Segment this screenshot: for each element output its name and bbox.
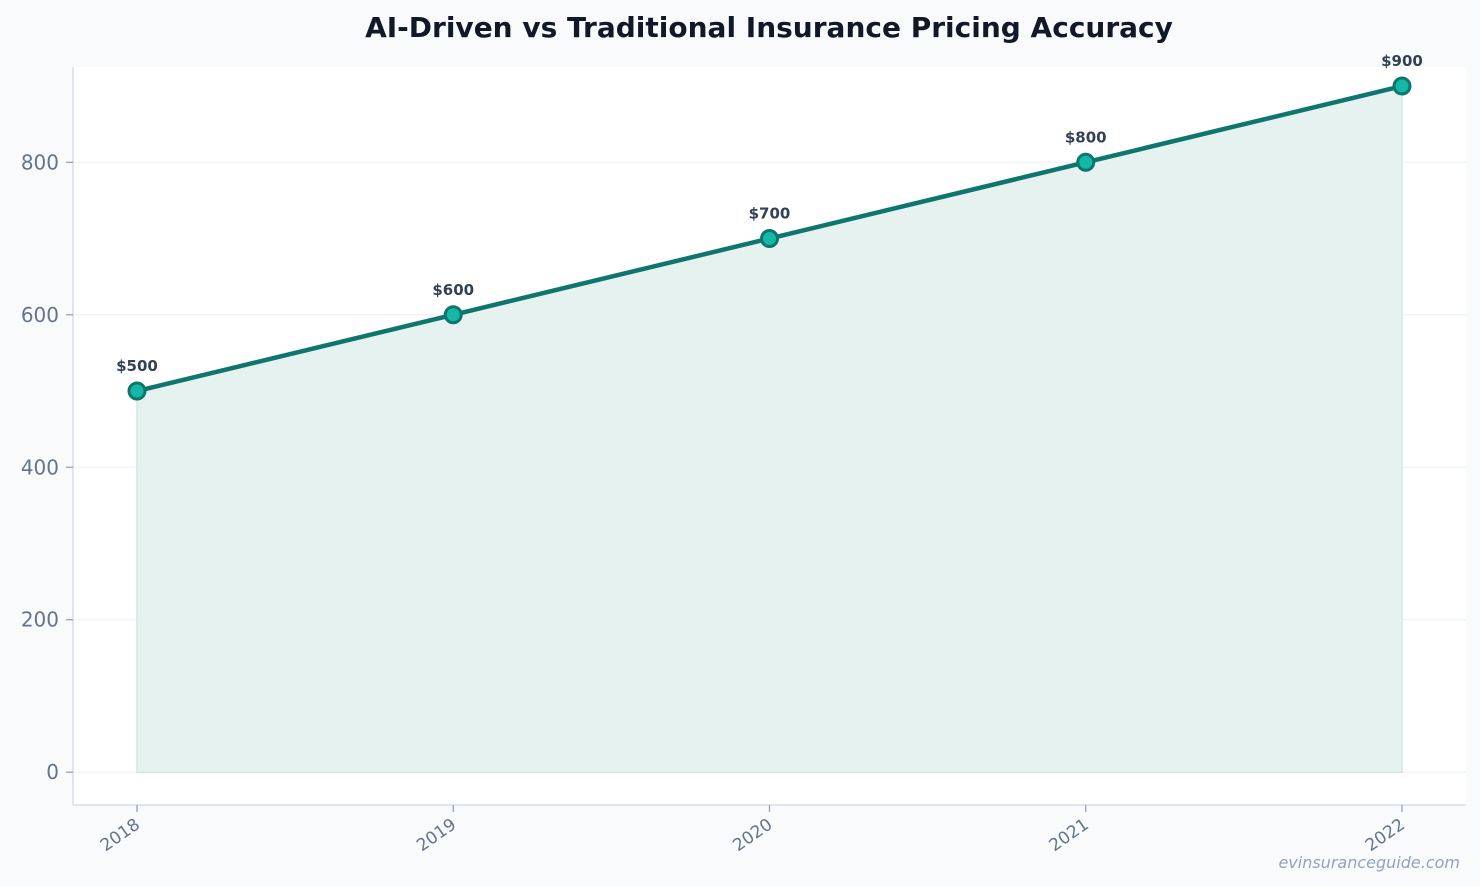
- data-point-2022: [1392, 76, 1412, 96]
- y-tick-label: 400: [21, 455, 59, 479]
- x-tick-label: 2021: [1046, 815, 1093, 856]
- x-axis-ticks: 2018 2019 2020 2021 2022: [97, 805, 1409, 856]
- watermark-text: evinsuranceguide.com: [1278, 853, 1460, 872]
- y-tick-label: 800: [21, 150, 59, 174]
- data-label-2022: $900: [1381, 52, 1423, 70]
- data-point-2021: [1076, 152, 1096, 172]
- x-tick-label: 2019: [413, 815, 460, 856]
- data-label-2020: $700: [749, 205, 791, 223]
- x-tick-label: 2022: [1362, 815, 1409, 856]
- data-points: [127, 76, 1412, 401]
- chart-title: AI-Driven vs Traditional Insurance Prici…: [365, 11, 1173, 44]
- data-label-2018: $500: [116, 357, 158, 375]
- y-tick-label: 200: [21, 608, 59, 632]
- x-tick-label: 2018: [97, 815, 144, 856]
- data-labels: $500 $600 $700 $800 $900: [116, 52, 1423, 375]
- data-label-2019: $600: [432, 281, 474, 299]
- data-point-2019: [443, 305, 463, 325]
- y-tick-label: 600: [21, 303, 59, 327]
- data-point-2018: [127, 381, 147, 401]
- data-point-2020: [760, 229, 779, 249]
- x-tick-label: 2020: [729, 815, 776, 856]
- y-axis-ticks: 0 200 400 600 800: [21, 150, 73, 784]
- data-label-2021: $800: [1065, 128, 1107, 146]
- y-tick-label: 0: [46, 760, 59, 784]
